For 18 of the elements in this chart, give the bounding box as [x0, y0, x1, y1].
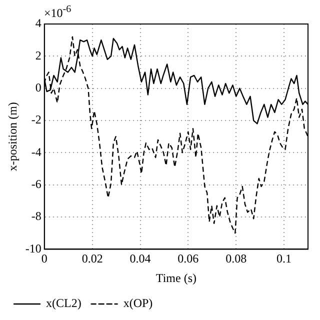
y-tick-label: -10 [25, 241, 42, 256]
x-axis-title: Time (s) [156, 270, 196, 285]
y-tick-label: -4 [31, 144, 42, 159]
x-tick-label: 0.08 [226, 252, 247, 266]
y-tick-label: 2 [35, 48, 42, 62]
x-tick-label: 0.06 [178, 252, 199, 266]
legend-label: x(CL2) [46, 296, 82, 310]
x-tick-label: 0.1 [276, 252, 292, 266]
y-tick-label: 0 [35, 80, 42, 94]
y-axis-title: x-position (m) [5, 102, 20, 172]
y-tick-label: -6 [31, 177, 42, 192]
y-tick-label: -2 [31, 112, 42, 127]
y-tick-label: -8 [31, 209, 42, 224]
x-tick-label: 0.04 [130, 252, 151, 266]
x-tick-label: 0.02 [82, 252, 103, 266]
y-tick-label: 4 [35, 16, 42, 30]
legend-label: x(OP) [123, 296, 153, 310]
text: ×10$^{-6}$ [44, 4, 72, 21]
